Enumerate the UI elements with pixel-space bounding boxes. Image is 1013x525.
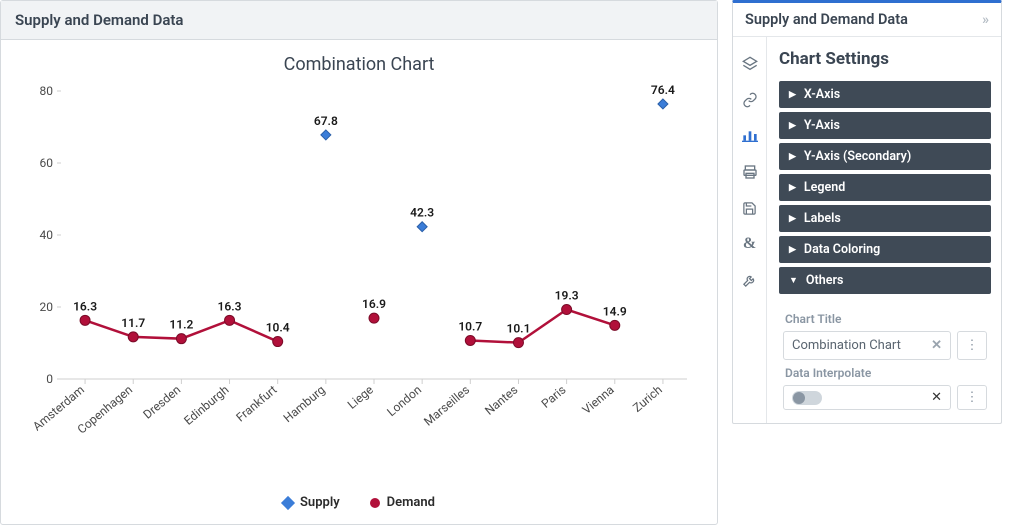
svg-text:16.9: 16.9 [362,297,386,311]
link-icon[interactable] [741,91,759,109]
svg-text:Zurich: Zurich [630,383,665,415]
chevron-right-icon: ▶ [789,183,796,193]
chart-body: Combination Chart 020406080AmsterdamCope… [1,40,717,524]
accordion-others-content: Chart Title Combination Chart ✕ ⋮ Data I… [779,298,991,414]
chart-title-input[interactable]: Combination Chart ✕ [783,331,951,360]
data-interpolate-toggle[interactable] [792,391,822,405]
settings-panel-header: Supply and Demand Data » [733,3,1001,37]
accordion-y-axis[interactable]: ▶Y-Axis [779,112,991,139]
svg-text:Frankfurt: Frankfurt [233,383,279,425]
svg-text:Dresden: Dresden [140,383,183,422]
svg-text:19.3: 19.3 [555,289,579,303]
chevron-right-icon: ▶ [789,90,796,100]
layers-icon[interactable] [741,55,759,73]
save-icon[interactable] [741,199,759,217]
settings-panel-title: Supply and Demand Data [745,11,908,28]
data-interpolate-field-label: Data Interpolate [785,366,987,380]
svg-text:67.8: 67.8 [314,114,338,128]
chart-panel: Supply and Demand Data Combination Chart… [0,0,718,525]
svg-text:Marseilles: Marseilles [421,383,472,429]
chevron-right-icon: ▶ [789,214,796,224]
data-interpolate-options-button[interactable]: ⋮ [957,385,987,410]
svg-text:Vienna: Vienna [580,383,617,417]
accordion-legend[interactable]: ▶Legend [779,174,991,201]
accordion-x-axis[interactable]: ▶X-Axis [779,81,991,108]
legend-label-supply: Supply [300,495,340,510]
chevron-right-icon: ▶ [789,245,796,255]
clear-icon[interactable]: ✕ [931,390,942,405]
chevron-down-icon: ▼ [789,275,798,286]
svg-text:Edinburgh: Edinburgh [181,383,231,428]
svg-text:11.2: 11.2 [169,318,193,332]
accordion-y-axis-secondary[interactable]: ▶Y-Axis (Secondary) [779,143,991,170]
svg-text:11.7: 11.7 [121,316,145,330]
svg-text:Hamburg: Hamburg [281,383,328,426]
chart-plot-area: 020406080AmsterdamCopenhagenDresdenEdinb… [21,85,697,489]
svg-text:16.3: 16.3 [73,299,97,313]
chart-panel-title: Supply and Demand Data [1,1,717,40]
svg-text:80: 80 [40,85,54,98]
svg-text:76.4: 76.4 [651,85,675,97]
legend-item-supply[interactable]: Supply [283,495,340,510]
svg-text:16.3: 16.3 [218,299,242,313]
settings-accordion: ▶X-Axis ▶Y-Axis ▶Y-Axis (Secondary) ▶Leg… [779,81,991,414]
svg-text:14.9: 14.9 [603,304,627,318]
collapse-panel-icon[interactable]: » [982,12,989,28]
data-interpolate-toggle-container: ✕ [783,385,951,410]
accordion-data-coloring[interactable]: ▶Data Coloring [779,236,991,263]
svg-text:20: 20 [40,300,54,314]
wrench-icon[interactable] [741,271,759,289]
accordion-labels[interactable]: ▶Labels [779,205,991,232]
chart-type-icon[interactable] [741,127,759,145]
svg-text:0: 0 [46,372,53,386]
svg-text:Nantes: Nantes [482,383,520,418]
chevron-right-icon: ▶ [789,121,796,131]
svg-text:London: London [384,383,424,420]
chevron-right-icon: ▶ [789,152,796,162]
chart-title: Combination Chart [21,54,697,75]
svg-text:10.4: 10.4 [266,321,290,335]
accordion-others[interactable]: ▼Others [779,267,991,294]
svg-text:10.1: 10.1 [506,322,530,336]
svg-text:Liege: Liege [345,383,376,412]
svg-text:Paris: Paris [539,383,569,411]
svg-text:10.7: 10.7 [458,319,482,333]
settings-panel: Supply and Demand Data » [732,0,1002,424]
legend-item-demand[interactable]: Demand [370,495,435,510]
svg-text:60: 60 [40,156,54,170]
chart-title-options-button[interactable]: ⋮ [957,331,987,360]
ampersand-icon[interactable]: & [741,235,759,253]
combination-chart-svg: 020406080AmsterdamCopenhagenDresdenEdinb… [21,85,697,445]
clear-icon[interactable]: ✕ [931,338,942,353]
chart-title-field-label: Chart Title [785,312,987,326]
circle-icon [370,498,380,508]
diamond-icon [281,495,295,509]
svg-text:42.3: 42.3 [410,206,434,220]
settings-column: Chart Settings ▶X-Axis ▶Y-Axis ▶Y-Axis (… [767,37,1001,423]
settings-heading: Chart Settings [779,49,991,69]
svg-text:40: 40 [40,228,54,242]
legend-label-demand: Demand [387,495,435,510]
printer-icon[interactable] [741,163,759,181]
chart-legend: Supply Demand [21,489,697,518]
settings-icon-rail: & [733,37,767,423]
